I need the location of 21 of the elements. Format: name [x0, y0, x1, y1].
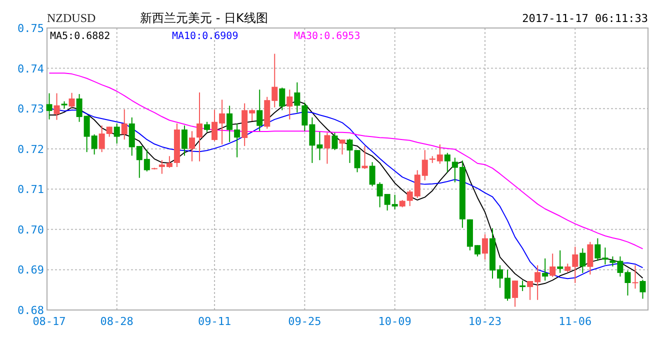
- text: 2017-11-17 06:11:33: [522, 12, 648, 25]
- x-tick-label: 08-17: [32, 315, 66, 328]
- x-tick-label: 09-11: [198, 315, 232, 328]
- x-tick-label: 09-25: [288, 315, 322, 328]
- y-tick-label: 0.71: [18, 183, 44, 196]
- y-tick-label: 0.73: [18, 102, 44, 116]
- x-tick-label: 10-09: [378, 315, 412, 328]
- chart-title: 新西兰元美元 - 日K线图: [140, 11, 268, 25]
- y-tick-label: 0.70: [18, 223, 44, 236]
- y-tick-label: 0.75: [18, 22, 44, 35]
- legend: MA10:0.6909: [172, 31, 238, 42]
- y-tick-label: 0.72: [18, 142, 44, 156]
- x-tick-label: 11-06: [558, 315, 592, 328]
- y-tick-label: 0.69: [18, 264, 44, 277]
- x-tick-label: 08-28: [100, 315, 134, 328]
- legend: MA30:0.6953: [294, 31, 360, 42]
- y-tick-label: 0.74: [18, 62, 44, 76]
- legend: MA5:0.6882: [50, 31, 110, 42]
- chart-subtitle: NZDUSD: [47, 11, 96, 25]
- x-tick-label: 10-23: [468, 315, 502, 328]
- y-tick-label: 0.68: [18, 304, 44, 317]
